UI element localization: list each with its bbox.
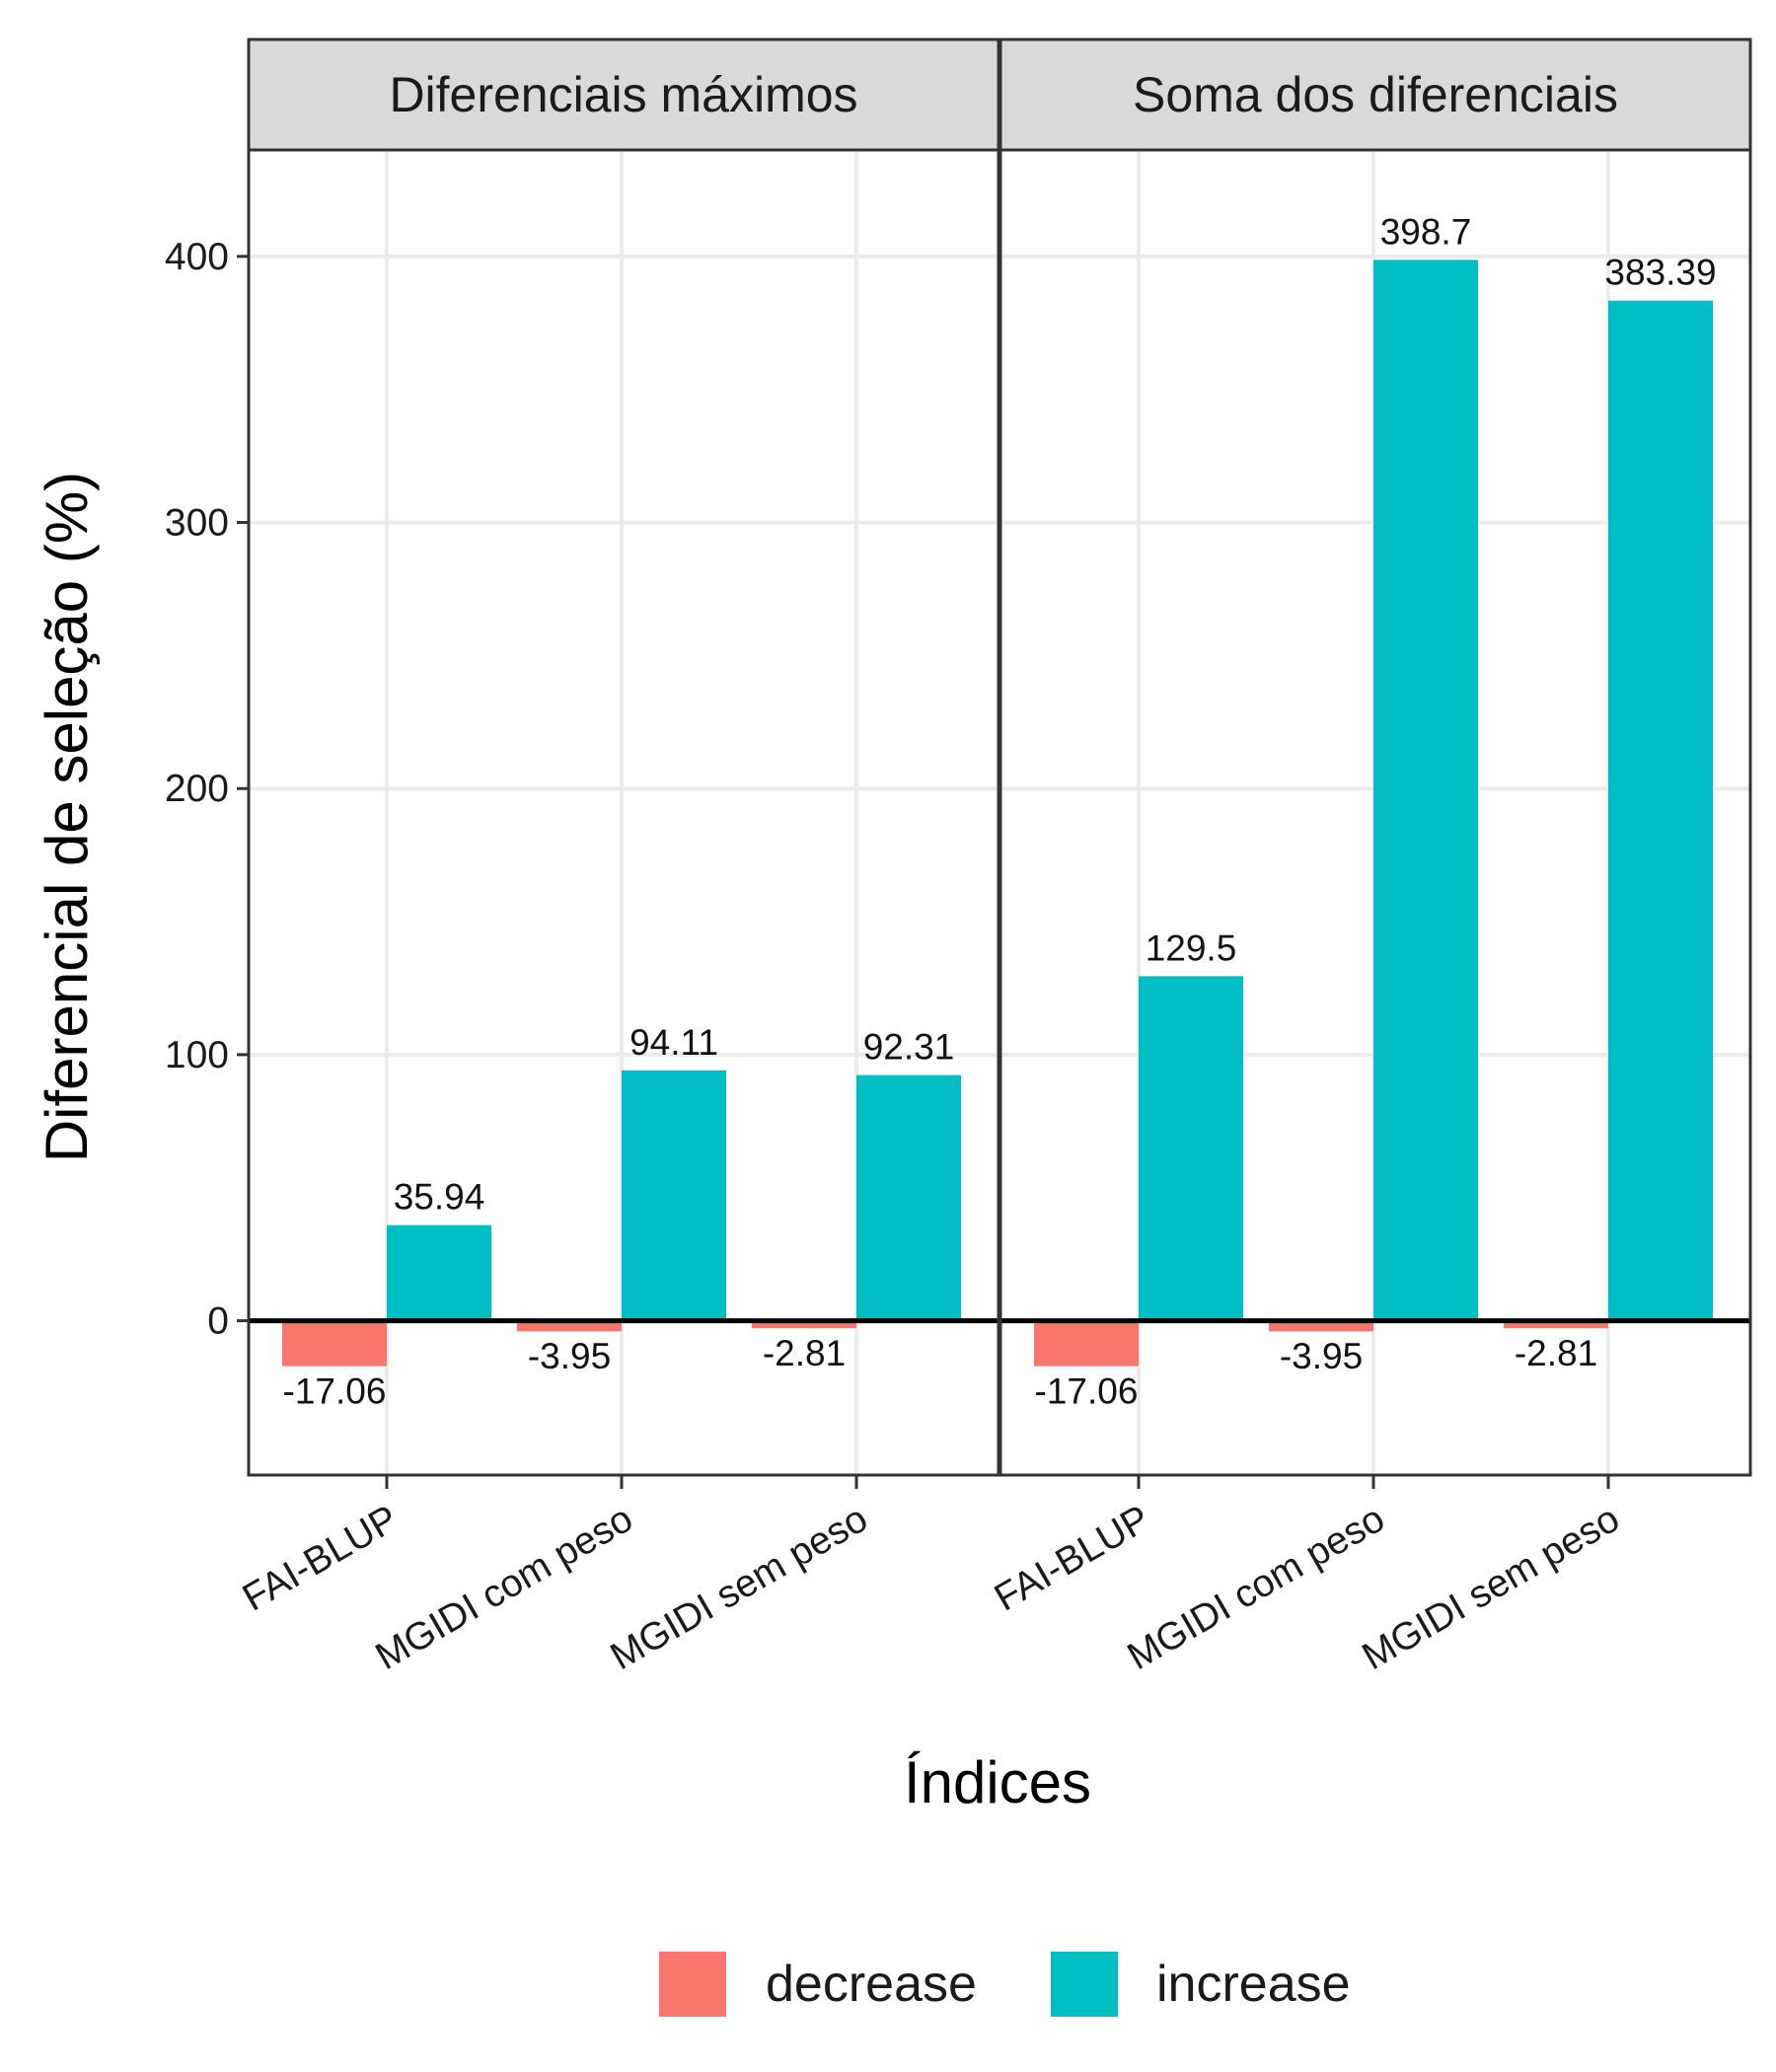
- bar-decrease: [1504, 1320, 1608, 1329]
- data-label: 398.7: [1380, 211, 1472, 252]
- x-tick-label: MGIDI sem peso: [604, 1498, 875, 1679]
- legend-swatch: [1051, 1952, 1118, 2017]
- data-label: 129.5: [1146, 927, 1237, 968]
- bar-decrease: [1269, 1320, 1373, 1332]
- panel-1: Diferenciais máximos -17.06 -3.95 -2.81 35.9…: [247, 37, 1000, 1477]
- bar-increase: [622, 1070, 726, 1321]
- bar-increase: [1373, 259, 1478, 1321]
- legend-label: decrease: [766, 1956, 977, 2013]
- bar-increase: [1608, 300, 1713, 1321]
- data-label: -3.95: [1280, 1336, 1363, 1376]
- data-label: 35.94: [394, 1177, 485, 1218]
- legend-label: increase: [1156, 1956, 1351, 2013]
- y-tick-label: 0: [207, 1300, 229, 1343]
- panel-2: Soma dos diferenciais -17.06 -3.95 -2.81 129…: [999, 37, 1752, 1477]
- bar-decrease: [282, 1320, 387, 1367]
- x-tick-label: FAI-BLUP: [988, 1498, 1157, 1620]
- legend: decrease increase: [659, 1952, 1351, 2017]
- legend-item-decrease: decrease: [659, 1952, 977, 2017]
- legend-item-increase: increase: [1051, 1952, 1351, 2017]
- data-label: -3.95: [528, 1336, 611, 1376]
- data-label: 383.39: [1604, 253, 1716, 293]
- y-axis: 0 100 200 300 400: [165, 236, 249, 1343]
- x-tick-label: FAI-BLUP: [236, 1498, 406, 1620]
- y-tick-label: 100: [165, 1034, 229, 1076]
- y-tick-label: 300: [165, 502, 229, 545]
- data-label: -2.81: [1515, 1333, 1597, 1373]
- data-label: 94.11: [629, 1022, 718, 1063]
- facet-title: Diferenciais máximos: [389, 67, 857, 122]
- data-label: -2.81: [763, 1333, 846, 1373]
- bar-increase: [1139, 976, 1243, 1321]
- chart-panels: Diferenciais máximos -17.06 -3.95 -2.81 35.9…: [247, 37, 1752, 1477]
- facet-strip: [247, 37, 1000, 152]
- facet-title: Soma dos diferenciais: [1133, 67, 1618, 122]
- bar-decrease: [1034, 1320, 1139, 1367]
- bar-increase: [387, 1224, 491, 1321]
- data-label: -17.06: [283, 1371, 387, 1412]
- y-axis-title: Diferencial de seleção (%): [34, 472, 100, 1162]
- bar-increase: [856, 1074, 961, 1321]
- bar-decrease: [752, 1320, 856, 1329]
- facet-strip: [999, 37, 1752, 152]
- bar-decrease: [517, 1320, 622, 1332]
- y-tick-label: 400: [165, 236, 229, 278]
- panel-border: [999, 148, 1752, 1477]
- x-tick-label: MGIDI sem peso: [1356, 1498, 1627, 1679]
- x-tick-label: MGIDI com peso: [1121, 1498, 1392, 1679]
- x-axis-title: Índices: [904, 1749, 1091, 1815]
- y-tick-label: 200: [165, 768, 229, 810]
- legend-swatch: [659, 1952, 726, 2017]
- data-label: 92.31: [863, 1027, 955, 1068]
- data-label: -17.06: [1035, 1371, 1139, 1412]
- x-tick-label: MGIDI com peso: [369, 1498, 640, 1679]
- panel-border: [247, 148, 1000, 1477]
